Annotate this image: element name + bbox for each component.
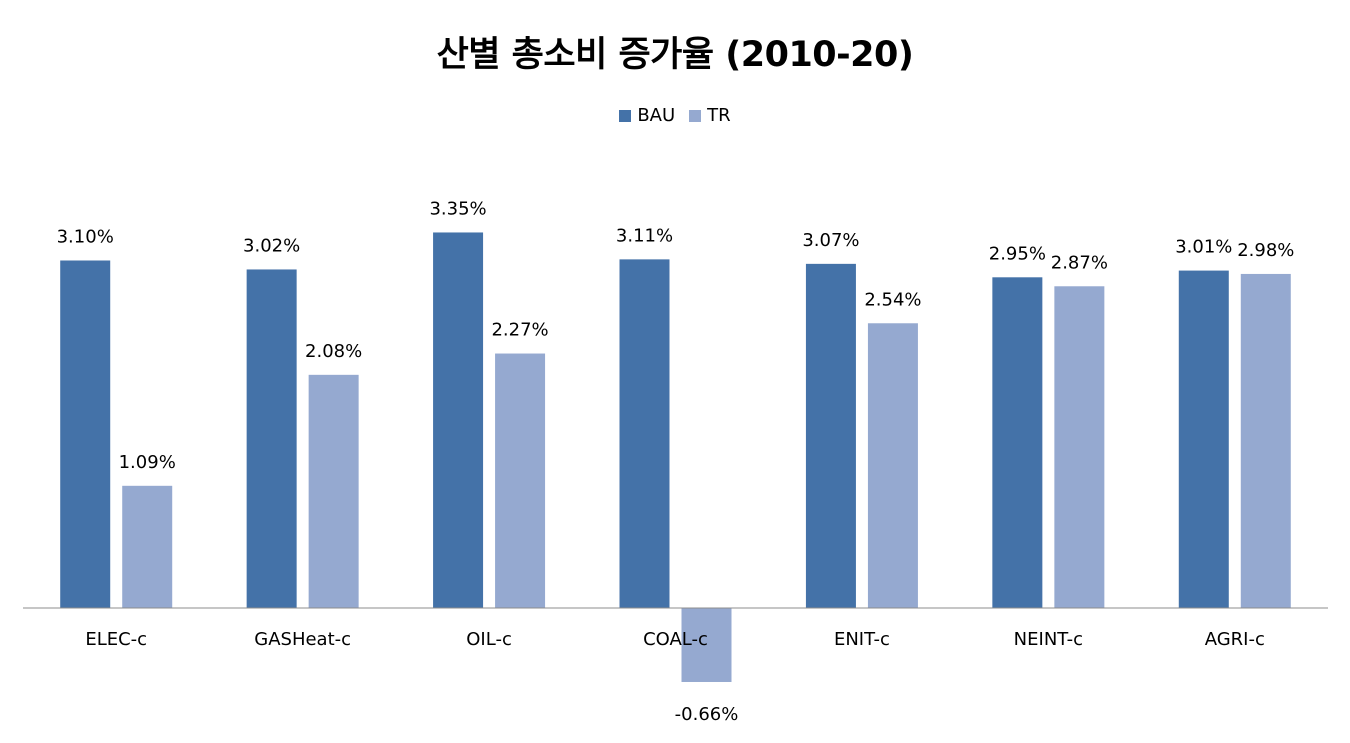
- x-tick-label-neint-c: NEINT-c: [1014, 629, 1083, 650]
- data-label-bau-neint-c: 2.95%: [989, 243, 1046, 264]
- bar-tr-gasheat-c: [308, 374, 359, 608]
- data-label-bau-coal-c: 3.11%: [616, 225, 673, 246]
- legend-swatch-tr: [689, 109, 702, 122]
- data-label-tr-gasheat-c: 2.08%: [305, 341, 362, 362]
- data-label-tr-oil-c: 2.27%: [491, 320, 548, 341]
- chart-title: 산별 총소비 증가율 (2010-20): [436, 35, 914, 75]
- x-tick-label-elec-c: ELEC-c: [85, 629, 147, 650]
- data-label-bau-enit-c: 3.07%: [802, 230, 859, 251]
- legend-swatch-bau: [619, 109, 632, 122]
- bar-tr-neint-c: [1054, 286, 1105, 608]
- x-tick-label-agri-c: AGRI-c: [1205, 629, 1265, 650]
- x-tick-label-coal-c: COAL-c: [643, 629, 708, 650]
- legend-label-bau: BAU: [637, 105, 676, 126]
- legend-item-tr: TR: [689, 105, 731, 126]
- bar-tr-oil-c: [495, 353, 546, 608]
- x-tick-label-oil-c: OIL-c: [466, 629, 512, 650]
- bar-bau-neint-c: [992, 277, 1043, 608]
- bar-bau-agri-c: [1178, 270, 1229, 608]
- bar-bau-enit-c: [805, 263, 856, 608]
- data-label-tr-neint-c: 2.87%: [1051, 252, 1108, 273]
- data-label-bau-elec-c: 3.10%: [57, 226, 114, 247]
- bar-tr-elec-c: [122, 485, 173, 608]
- data-label-bau-oil-c: 3.35%: [429, 198, 486, 219]
- legend-label-tr: TR: [707, 105, 731, 126]
- data-label-bau-gasheat-c: 3.02%: [243, 235, 300, 256]
- x-tick-label-gasheat-c: GASHeat-c: [254, 629, 351, 650]
- bar-bau-gasheat-c: [246, 269, 297, 608]
- bar-tr-enit-c: [867, 323, 918, 608]
- bar-tr-agri-c: [1240, 273, 1291, 608]
- data-label-bau-agri-c: 3.01%: [1175, 237, 1232, 258]
- bar-bau-oil-c: [433, 232, 484, 608]
- x-tick-label-enit-c: ENIT-c: [834, 629, 890, 650]
- legend-item-bau: BAU: [619, 105, 675, 126]
- bar-tr-coal-c: [681, 608, 732, 682]
- data-label-tr-coal-c: -0.66%: [675, 704, 739, 725]
- data-label-tr-agri-c: 2.98%: [1237, 240, 1294, 261]
- data-label-tr-enit-c: 2.54%: [864, 289, 921, 310]
- data-label-tr-elec-c: 1.09%: [119, 452, 176, 473]
- bar-bau-coal-c: [619, 259, 670, 608]
- legend: BAU TR: [0, 105, 1350, 126]
- bar-bau-elec-c: [60, 260, 111, 608]
